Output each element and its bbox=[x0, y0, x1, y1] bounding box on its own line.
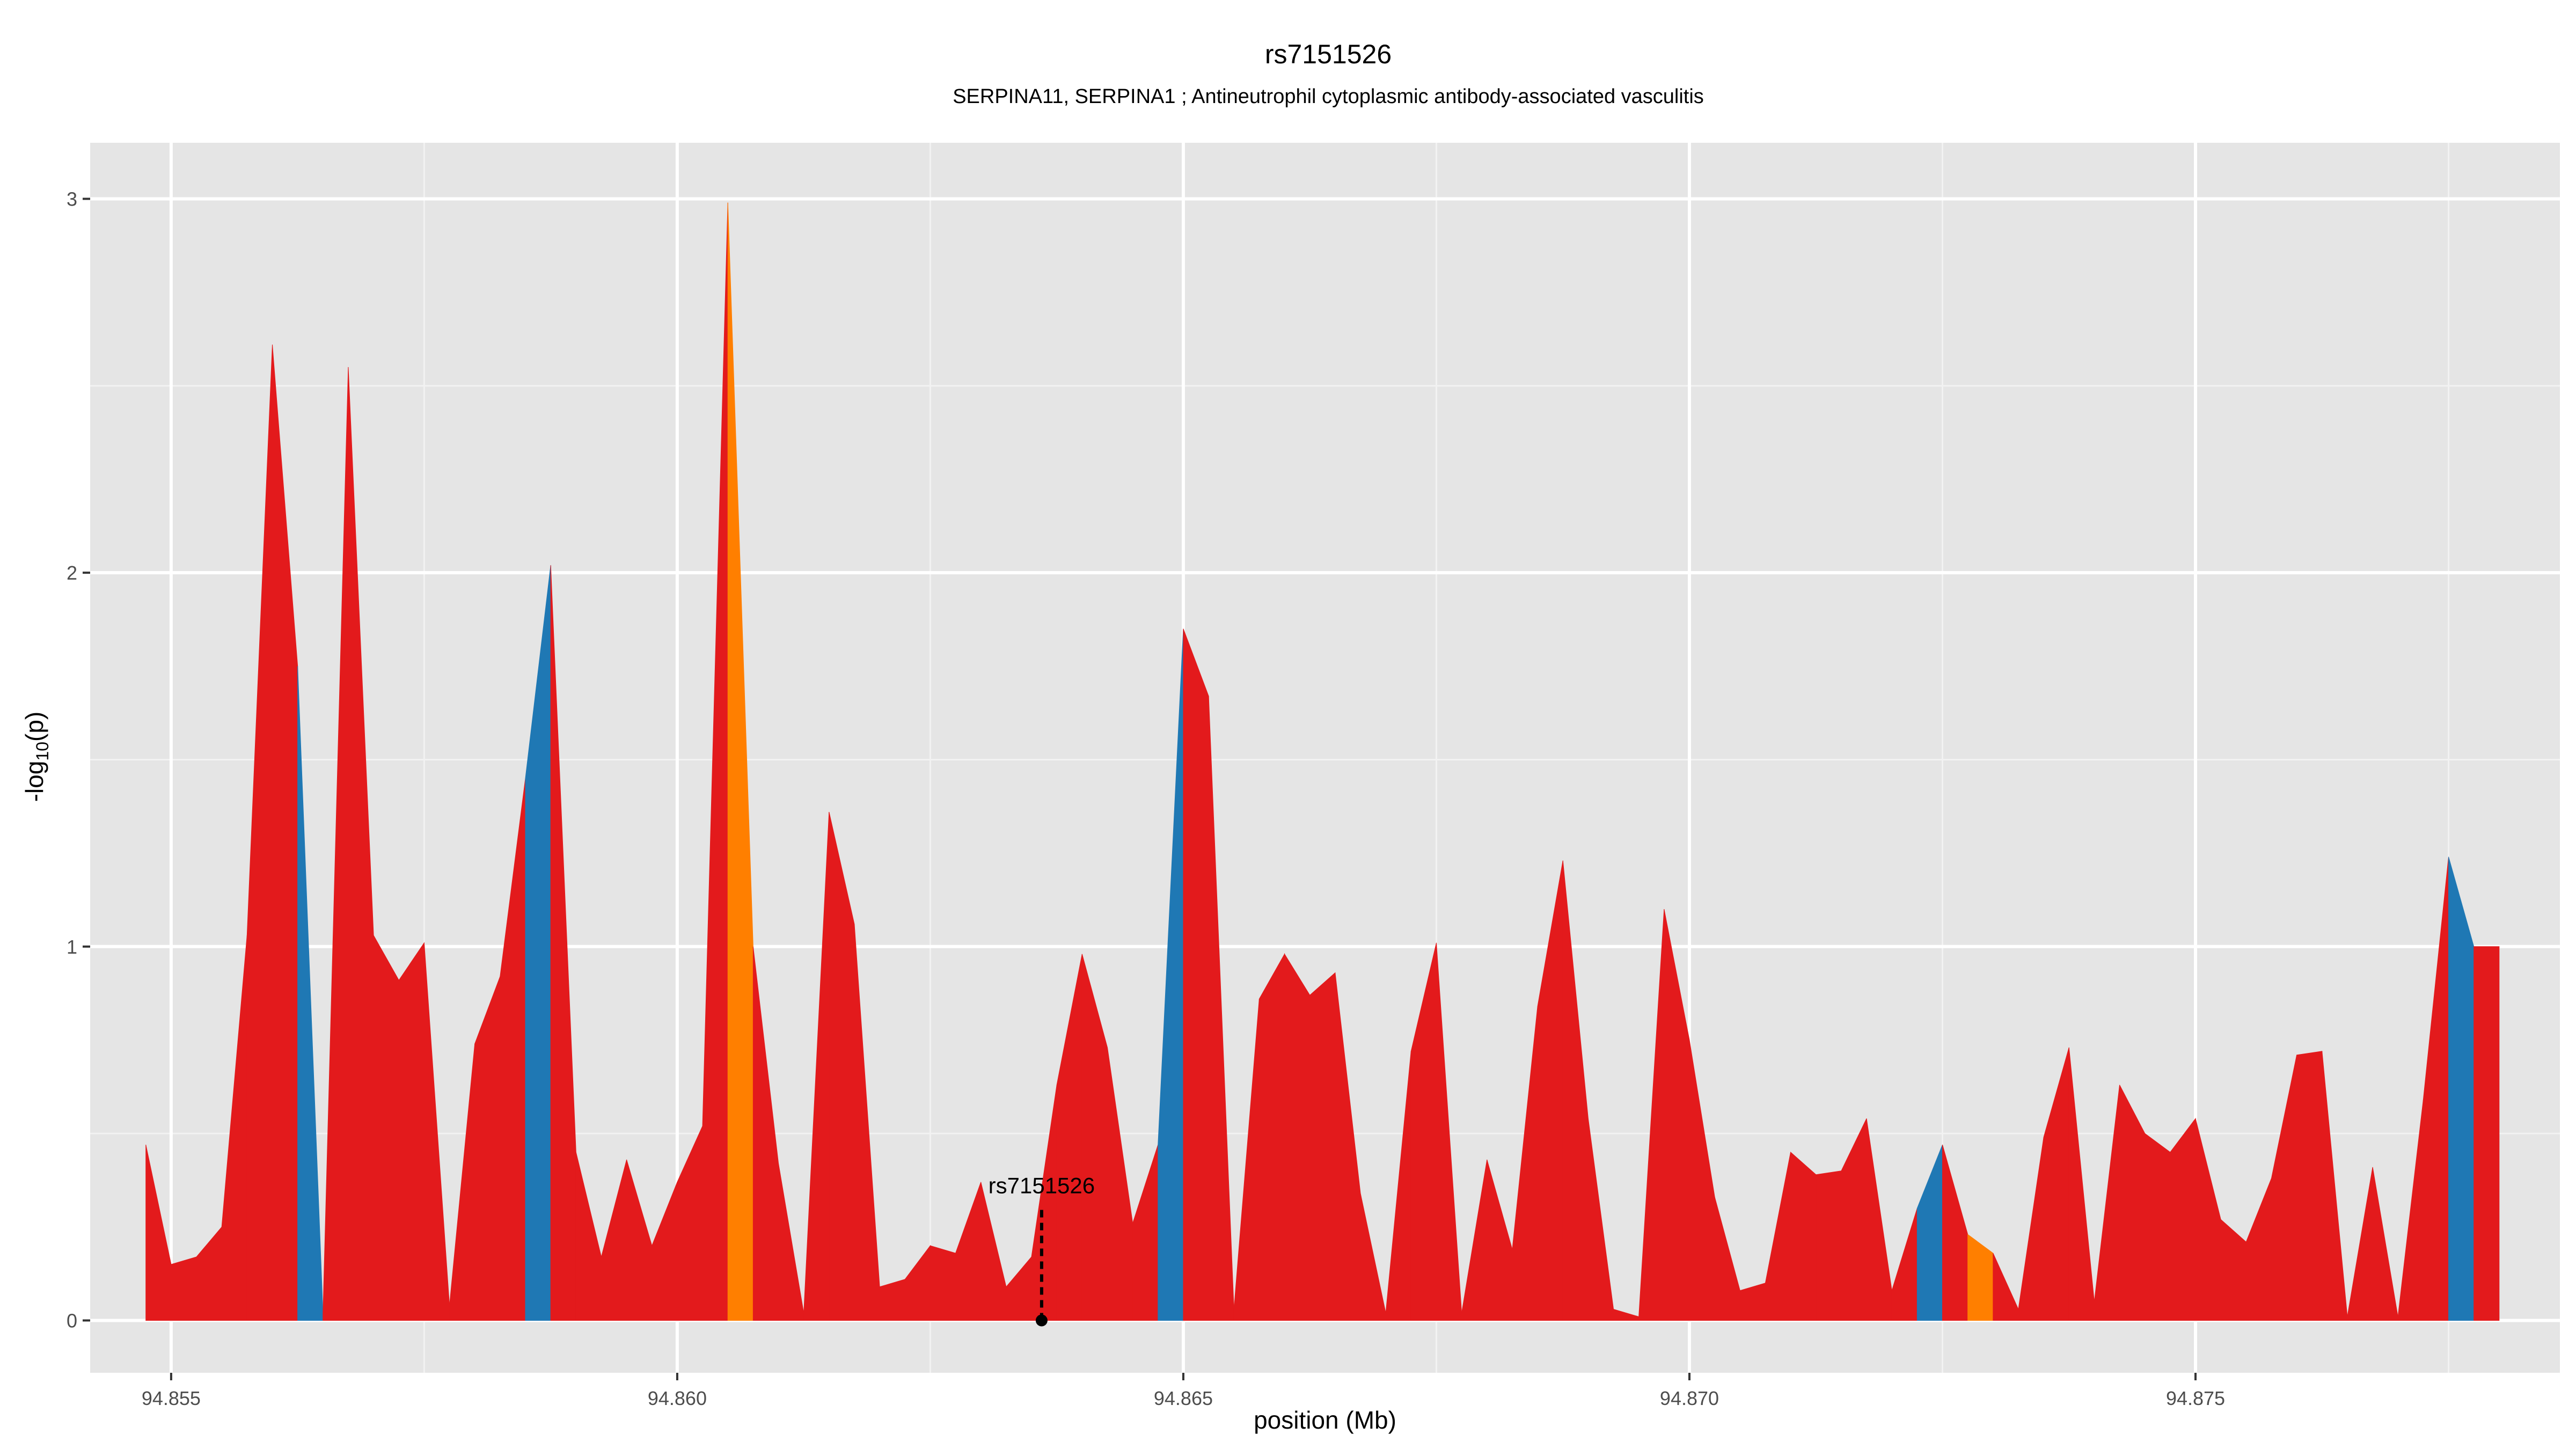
y-tick-label: 3 bbox=[67, 188, 77, 210]
area-segment-red bbox=[1816, 1170, 1842, 1321]
area-segment-red bbox=[171, 1256, 197, 1321]
y-tick-label: 1 bbox=[67, 936, 77, 958]
area-segment-red bbox=[2170, 1117, 2196, 1321]
x-tick-label: 94.875 bbox=[2166, 1387, 2225, 1409]
chart-title: rs7151526 bbox=[1265, 39, 1392, 69]
area-segment-red bbox=[879, 1279, 905, 1321]
y-axis-title-end: (p) bbox=[20, 712, 48, 742]
x-tick-label: 94.855 bbox=[142, 1387, 201, 1409]
area-segment-red bbox=[373, 934, 399, 1321]
area-segment-red bbox=[2296, 1051, 2323, 1321]
y-axis-title-subscript: 10 bbox=[33, 742, 52, 761]
area-segment-red bbox=[930, 1245, 956, 1321]
y-axis-title-main: -log bbox=[20, 761, 48, 802]
area-segment-red bbox=[1258, 953, 1285, 1321]
chart-subtitle: SERPINA11, SERPINA1 ; Antineutrophil cyt… bbox=[953, 85, 1704, 108]
annotation-point bbox=[1035, 1314, 1048, 1327]
area-segment-undefined bbox=[2473, 946, 2500, 1321]
area-series bbox=[145, 202, 2500, 1321]
y-tick-label: 0 bbox=[67, 1309, 77, 1331]
x-tick-label: 94.860 bbox=[648, 1387, 707, 1409]
x-axis-title: position (Mb) bbox=[1254, 1406, 1396, 1434]
y-tick-label: 2 bbox=[67, 562, 77, 584]
area-segment-red bbox=[1790, 1151, 1817, 1321]
x-tick-label: 94.865 bbox=[1154, 1387, 1213, 1409]
area-segment-red bbox=[398, 942, 425, 1321]
area-segment-red bbox=[1183, 628, 1209, 1321]
area-segment-red bbox=[2145, 1133, 2171, 1321]
y-axis: 0 1 2 3 bbox=[67, 188, 90, 1331]
annotation-label: rs7151526 bbox=[989, 1173, 1095, 1198]
snp-annotation: rs7151526 bbox=[989, 1173, 1095, 1327]
x-axis: 94.855 94.860 94.865 94.870 94.875 bbox=[142, 1373, 2225, 1409]
y-axis-title: -log10(p) bbox=[20, 712, 52, 802]
area-segment-red bbox=[1309, 972, 1336, 1321]
x-tick-label: 94.870 bbox=[1660, 1387, 1719, 1409]
area-segment-red bbox=[1284, 953, 1311, 1321]
